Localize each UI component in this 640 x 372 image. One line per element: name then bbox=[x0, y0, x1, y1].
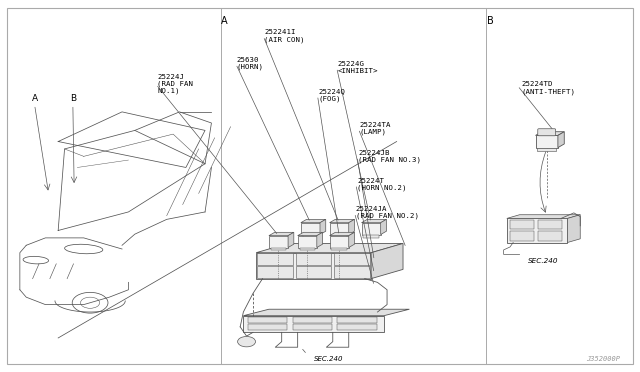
Bar bbox=[243, 316, 384, 333]
Text: A: A bbox=[221, 16, 228, 26]
Bar bbox=[334, 253, 370, 265]
Bar bbox=[303, 235, 318, 237]
Circle shape bbox=[237, 336, 255, 347]
Polygon shape bbox=[256, 243, 403, 253]
Text: B: B bbox=[487, 16, 494, 26]
Bar bbox=[248, 317, 287, 323]
Polygon shape bbox=[507, 215, 580, 218]
Text: 25224JB
(RAD FAN NO.3): 25224JB (RAD FAN NO.3) bbox=[358, 150, 421, 163]
Bar bbox=[330, 223, 349, 235]
Bar bbox=[510, 231, 534, 241]
Polygon shape bbox=[349, 219, 355, 235]
Text: 25224J
(RAD FAN
NO.1): 25224J (RAD FAN NO.1) bbox=[157, 74, 193, 94]
Polygon shape bbox=[371, 243, 403, 279]
Bar bbox=[292, 324, 332, 330]
Bar bbox=[507, 218, 568, 243]
Bar bbox=[296, 253, 332, 265]
Polygon shape bbox=[330, 219, 355, 223]
Polygon shape bbox=[381, 219, 387, 235]
Polygon shape bbox=[536, 132, 564, 135]
Polygon shape bbox=[317, 232, 323, 247]
Bar bbox=[330, 235, 349, 247]
Text: A: A bbox=[31, 94, 38, 103]
Bar bbox=[332, 235, 347, 237]
Polygon shape bbox=[330, 232, 355, 235]
Bar bbox=[538, 231, 562, 241]
Text: J352000P: J352000P bbox=[586, 356, 620, 362]
Bar bbox=[510, 220, 534, 230]
Bar bbox=[332, 247, 347, 250]
Bar bbox=[538, 220, 562, 230]
Text: 25224JA
(RAD FAN NO.2): 25224JA (RAD FAN NO.2) bbox=[356, 206, 419, 219]
Text: 252241I
(AIR CON): 252241I (AIR CON) bbox=[264, 29, 305, 42]
Polygon shape bbox=[288, 232, 294, 247]
Polygon shape bbox=[298, 232, 323, 235]
Bar bbox=[334, 266, 370, 278]
Bar bbox=[271, 247, 286, 250]
Bar bbox=[301, 223, 320, 235]
Text: 25224G
<INHIBIT>: 25224G <INHIBIT> bbox=[338, 61, 378, 74]
Polygon shape bbox=[362, 219, 387, 223]
Bar bbox=[292, 317, 332, 323]
Bar bbox=[257, 253, 293, 265]
Polygon shape bbox=[269, 232, 294, 235]
Bar bbox=[248, 324, 287, 330]
Polygon shape bbox=[243, 309, 410, 316]
Text: SEC.240: SEC.240 bbox=[527, 258, 558, 264]
Bar bbox=[337, 317, 377, 323]
Text: 25224T
(HORN NO.2): 25224T (HORN NO.2) bbox=[357, 177, 406, 191]
Text: 25630
(HORN): 25630 (HORN) bbox=[237, 57, 264, 70]
Text: 25224Q
(FOG): 25224Q (FOG) bbox=[319, 89, 346, 102]
Bar bbox=[257, 266, 293, 278]
Bar bbox=[364, 235, 379, 237]
Text: 25224TA
(LAMP): 25224TA (LAMP) bbox=[360, 122, 391, 135]
Bar bbox=[300, 247, 315, 250]
Text: B: B bbox=[70, 94, 76, 103]
Bar bbox=[269, 235, 288, 247]
Bar bbox=[362, 223, 381, 235]
Text: (ANTI-THEFT): (ANTI-THEFT) bbox=[521, 88, 575, 95]
Polygon shape bbox=[568, 215, 580, 243]
Bar bbox=[296, 266, 332, 278]
Bar bbox=[536, 135, 558, 148]
Text: SEC.240: SEC.240 bbox=[314, 356, 343, 362]
Polygon shape bbox=[558, 132, 564, 148]
Bar bbox=[538, 148, 556, 151]
Polygon shape bbox=[320, 219, 326, 235]
Polygon shape bbox=[301, 219, 326, 223]
Text: 25224TD: 25224TD bbox=[521, 81, 553, 87]
FancyBboxPatch shape bbox=[538, 129, 556, 136]
Bar bbox=[337, 324, 377, 330]
Bar bbox=[298, 235, 317, 247]
Bar bbox=[256, 253, 371, 279]
Polygon shape bbox=[349, 232, 355, 247]
